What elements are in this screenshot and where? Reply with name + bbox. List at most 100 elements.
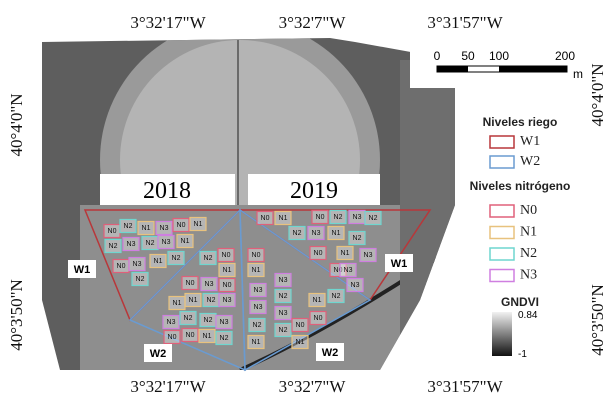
plot-label: N3 [353, 214, 362, 221]
lat-label: 40°4'0"N [588, 63, 607, 126]
plot-label: N3 [223, 297, 232, 304]
plot-label: N3 [344, 267, 353, 274]
gndvi-min: -1 [518, 349, 527, 360]
plot-label: N3 [167, 319, 176, 326]
plot [137, 220, 155, 236]
plot [215, 314, 233, 330]
plot [247, 247, 265, 263]
field-label-box [68, 260, 96, 278]
plot-label: N0 [252, 252, 261, 259]
plot-label: N3 [162, 239, 171, 246]
plot [155, 220, 173, 236]
plot-label: N3 [254, 304, 263, 311]
plot [291, 317, 309, 333]
plot-label: N3 [364, 252, 373, 259]
plot-label: N2 [207, 297, 216, 304]
plot-label: N1 [296, 339, 305, 346]
plot [215, 330, 233, 346]
plot-label: N1 [154, 258, 163, 265]
plot [200, 276, 218, 292]
plot [119, 218, 137, 234]
plot [218, 262, 236, 278]
year: 2018 [143, 178, 191, 204]
plot [256, 210, 274, 226]
plot-label: N0 [186, 332, 195, 339]
plot [157, 234, 175, 250]
field-label: W1 [391, 258, 408, 270]
plot-label: N3 [220, 319, 229, 326]
legend-title: Niveles riego [483, 115, 558, 129]
plot [218, 292, 236, 308]
lat-label: 40°3'50"N [7, 279, 26, 351]
plot [247, 334, 265, 350]
plot [308, 292, 326, 308]
lon-label: 3°32'17"W [130, 13, 206, 32]
year-box [100, 174, 235, 205]
plot [291, 334, 309, 350]
plot-label: N0 [168, 334, 177, 341]
year-box [248, 174, 380, 205]
plot-label: N1 [189, 297, 198, 304]
plot-label: N3 [160, 225, 169, 232]
legend-swatch [489, 155, 515, 169]
plot-label: N2 [184, 315, 193, 322]
plot [184, 292, 202, 308]
plot-label: N3 [279, 310, 288, 317]
gndvi-ramp [492, 312, 512, 356]
plot [327, 288, 345, 304]
lon-label: 3°31'57"W [427, 13, 503, 32]
gndvi-max: 0.84 [518, 310, 538, 321]
plot-label: N1 [173, 300, 182, 307]
plot [172, 217, 190, 233]
plot [189, 216, 207, 232]
plot-label: N1 [194, 221, 203, 228]
plot [181, 275, 199, 291]
plot-label: N2 [293, 230, 302, 237]
field-label: W1 [74, 264, 91, 276]
plot [122, 236, 140, 252]
plot-label: N3 [205, 281, 214, 288]
plot [274, 288, 292, 304]
plot [199, 250, 217, 266]
plot [359, 247, 377, 263]
plot [249, 282, 267, 298]
lon-label: 3°32'17"W [130, 377, 206, 396]
plot-label: N0 [177, 222, 186, 229]
plot [131, 271, 149, 287]
legend: W1 W2 N0 N1 N2 N3 [489, 134, 540, 283]
plot [329, 209, 347, 225]
plot-label: N0 [186, 280, 195, 287]
plot [249, 299, 267, 315]
plot-label: N2 [204, 317, 213, 324]
plot [364, 210, 382, 226]
lat-label: 40°3'50"N [588, 284, 607, 356]
scale-box [410, 38, 600, 88]
plot [336, 245, 354, 261]
plot-label: N2 [124, 223, 133, 230]
plot [309, 245, 327, 261]
plot [274, 272, 292, 288]
year: 2019 [290, 178, 338, 204]
plot-label: N0 [334, 267, 343, 274]
plot [274, 322, 292, 338]
field-label: W2 [150, 348, 167, 360]
plot [247, 262, 265, 278]
plot-label: N0 [222, 252, 231, 259]
plot [288, 225, 306, 241]
plot [329, 262, 347, 278]
legend-swatch [489, 204, 515, 218]
plot [162, 314, 180, 330]
plot-label: N0 [314, 315, 323, 322]
plot-label: N3 [279, 277, 288, 284]
plot [274, 305, 292, 321]
plot-label: N2 [334, 214, 343, 221]
plot [307, 225, 325, 241]
legend-swatch [489, 247, 515, 261]
legend-swatch [489, 225, 515, 240]
legend-label: W1 [520, 134, 540, 149]
scale-tick: 200 [555, 49, 575, 63]
plot-label: N2 [146, 240, 155, 247]
plot [181, 327, 199, 343]
